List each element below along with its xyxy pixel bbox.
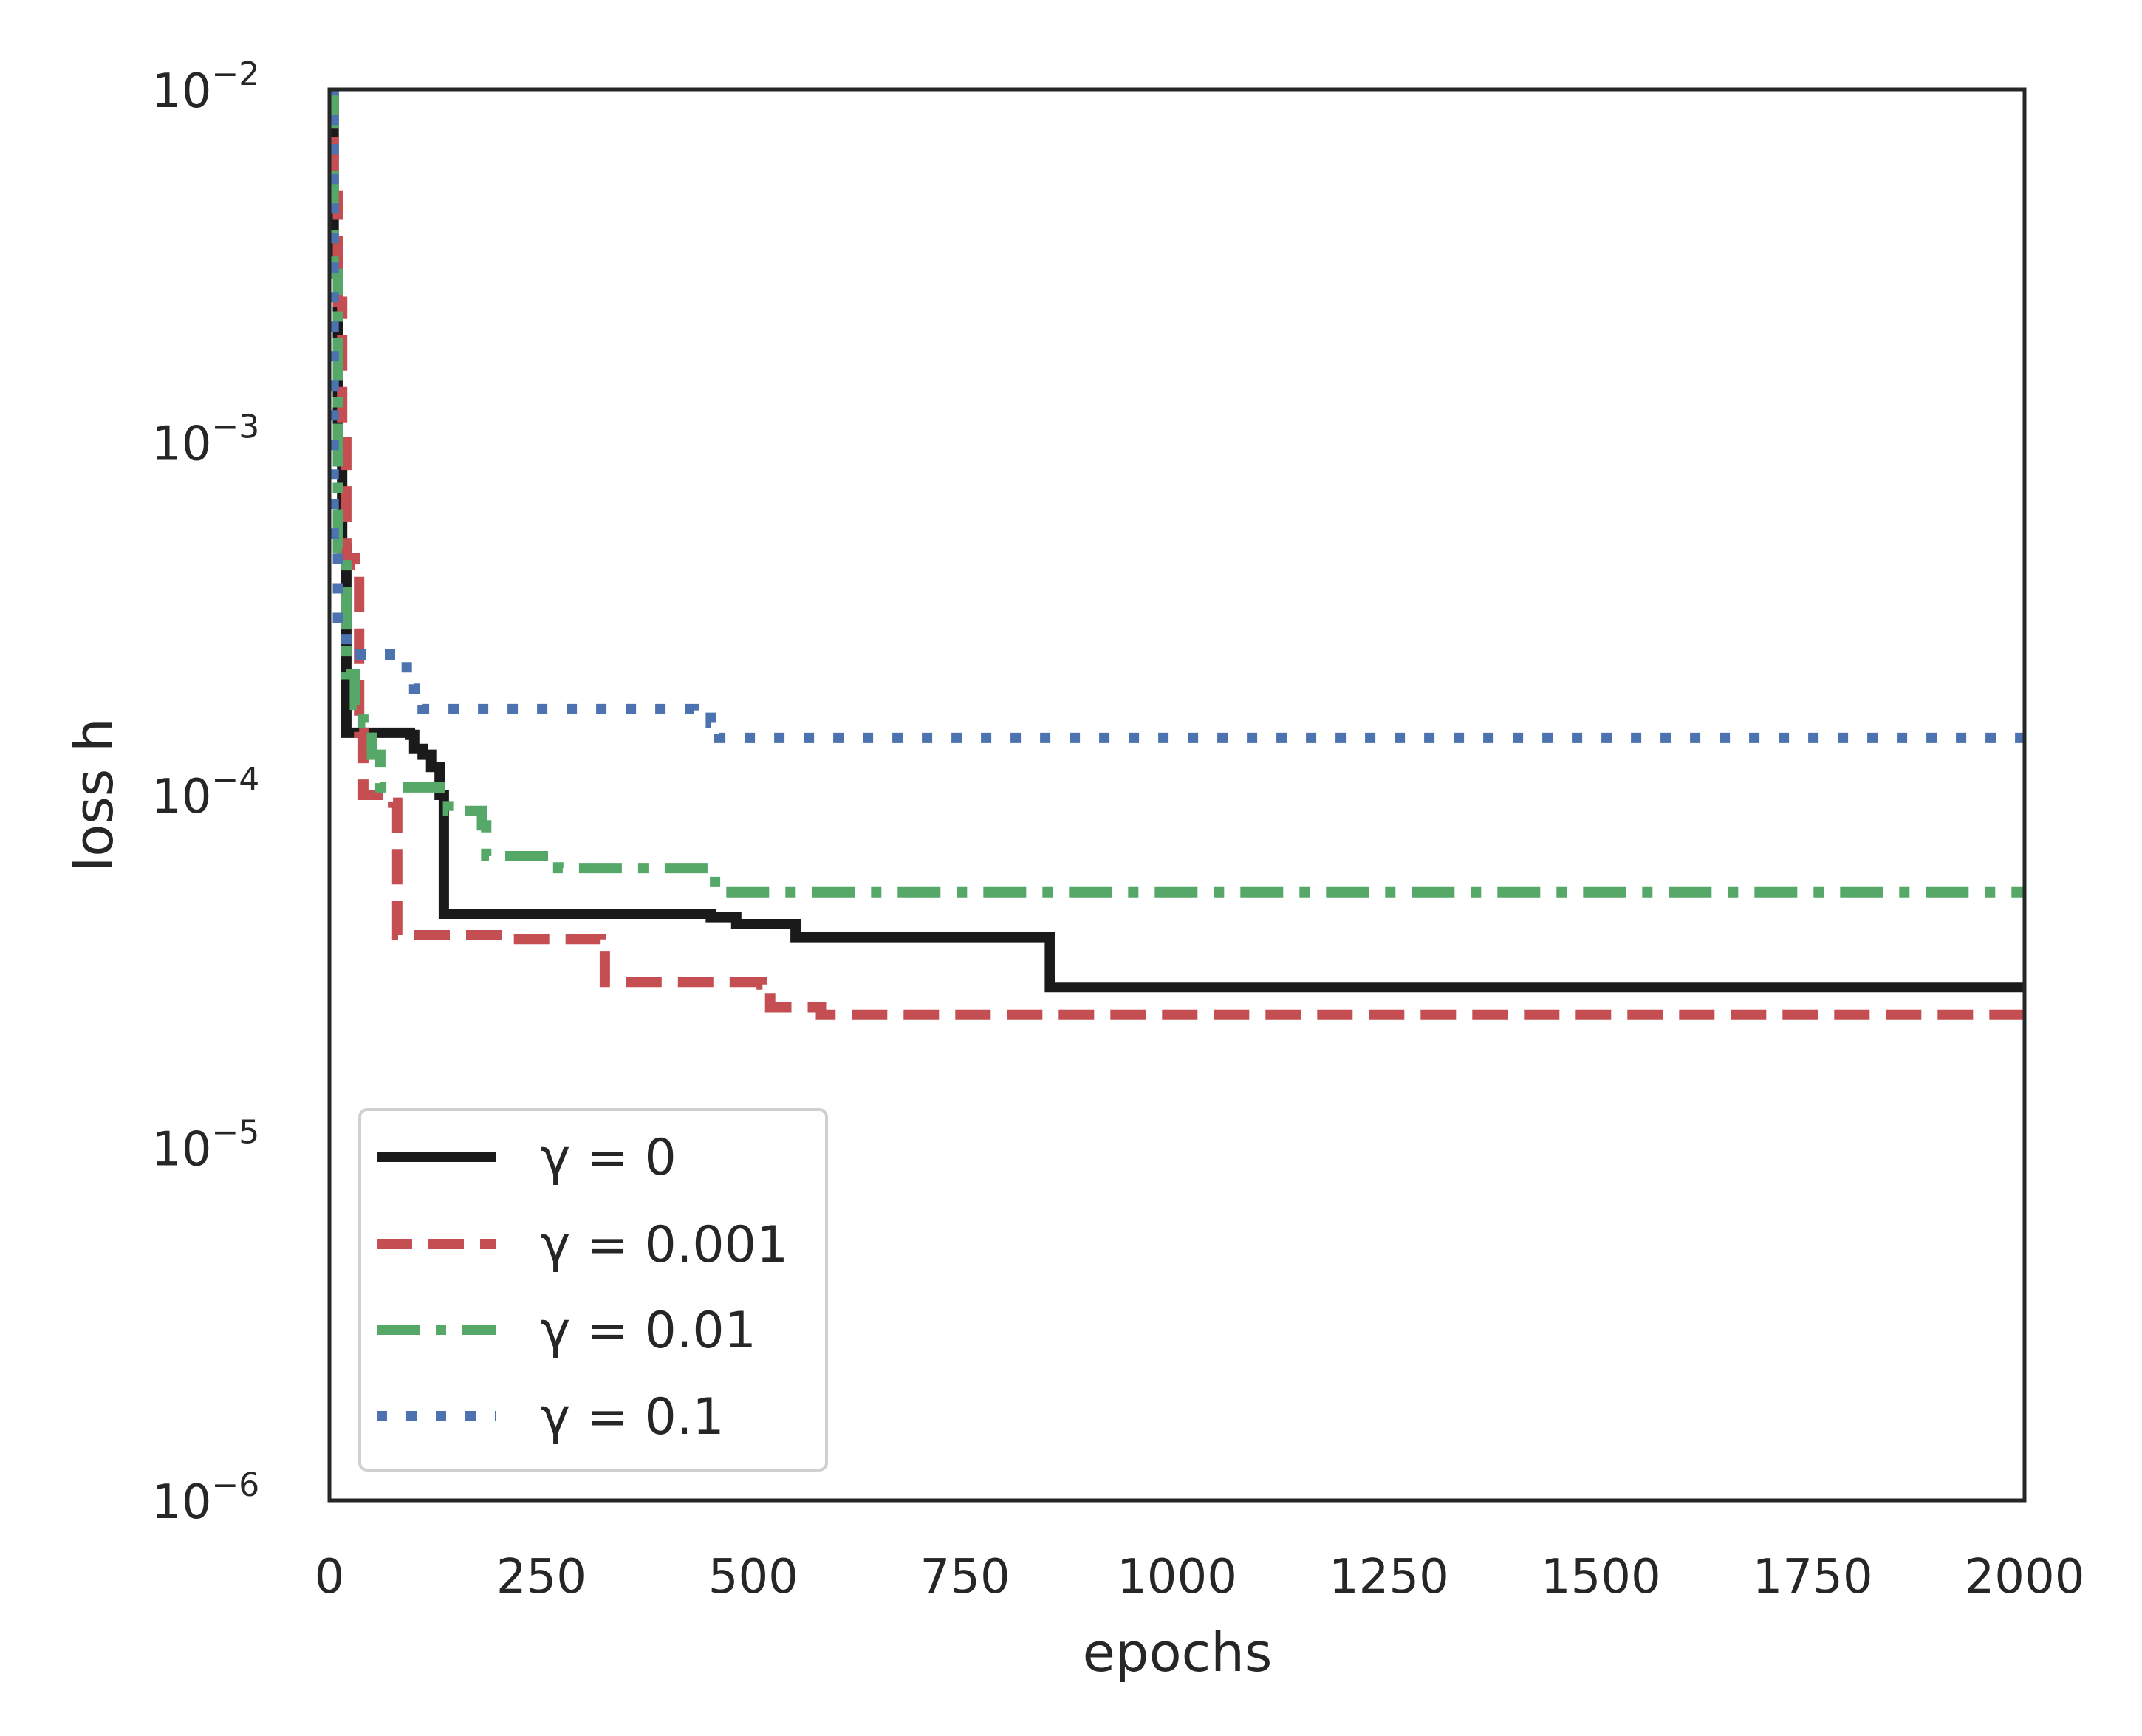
y-tick-labels: 10−210−310−410−510−6 bbox=[151, 55, 259, 1530]
y-tick-exponent: −5 bbox=[211, 1114, 259, 1152]
y-tick-base: 10 bbox=[151, 64, 211, 119]
y-tick-label: 10−6 bbox=[151, 1466, 259, 1530]
x-tick-label: 750 bbox=[920, 1550, 1010, 1605]
x-tick-label: 0 bbox=[315, 1550, 345, 1605]
x-axis-label: epochs bbox=[1083, 1621, 1273, 1684]
x-tick-label: 2000 bbox=[1965, 1550, 2085, 1605]
y-tick-label: 10−2 bbox=[151, 55, 259, 119]
series-line-3 bbox=[329, 89, 2025, 743]
plot-frame bbox=[327, 87, 2027, 1503]
legend-label-3: γ = 0.1 bbox=[541, 1388, 725, 1446]
y-tick-base: 10 bbox=[151, 770, 211, 824]
legend-label-2: γ = 0.01 bbox=[541, 1302, 756, 1360]
x-tick-labels: 0 250 500 750 1000 1250 1500 1750 2000 bbox=[315, 1550, 2085, 1605]
legend: γ = 0 γ = 0.001 γ = 0.01 γ = 0.1 bbox=[358, 1108, 828, 1472]
series-line-2 bbox=[329, 89, 2025, 898]
x-tick-label: 1000 bbox=[1117, 1550, 1237, 1605]
y-axis-label: loss h bbox=[63, 718, 125, 872]
series-line-1 bbox=[329, 89, 2025, 1020]
legend-box bbox=[358, 1108, 828, 1472]
y-tick-label: 10−5 bbox=[151, 1114, 259, 1178]
x-tick-label: 500 bbox=[708, 1550, 798, 1605]
y-tick-base: 10 bbox=[151, 417, 211, 472]
y-tick-exponent: −6 bbox=[211, 1466, 259, 1504]
y-tick-exponent: −2 bbox=[211, 55, 259, 93]
y-tick-base: 10 bbox=[151, 1475, 211, 1530]
legend-label-0: γ = 0 bbox=[541, 1129, 677, 1187]
x-tick-label: 1250 bbox=[1329, 1550, 1449, 1605]
y-tick-label: 10−4 bbox=[151, 761, 259, 824]
series-layer bbox=[329, 89, 2025, 1020]
x-tick-label: 1500 bbox=[1541, 1550, 1661, 1605]
y-tick-exponent: −4 bbox=[211, 761, 259, 799]
x-tick-label: 250 bbox=[496, 1550, 586, 1605]
y-tick-exponent: −3 bbox=[211, 409, 259, 446]
y-tick-label: 10−3 bbox=[151, 409, 259, 472]
legend-label-1: γ = 0.001 bbox=[541, 1216, 788, 1274]
x-tick-label: 1750 bbox=[1753, 1550, 1873, 1605]
y-tick-base: 10 bbox=[151, 1123, 211, 1178]
